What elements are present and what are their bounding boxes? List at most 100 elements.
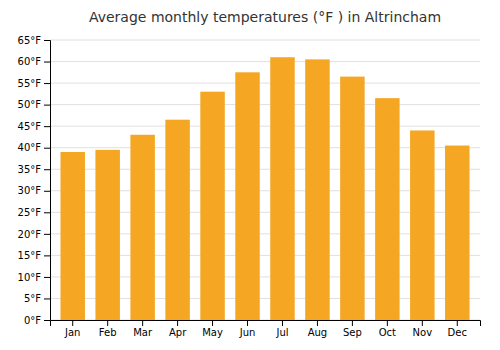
- bar: [305, 59, 329, 320]
- tick-mark: [44, 105, 50, 106]
- tick-mark: [247, 320, 248, 326]
- chart: 0°F 5°F 10°F 15°F 20°F 25°F 30°F 35°F 40°F 45°F 50…: [0, 0, 500, 350]
- tick-label: 5°F: [24, 293, 41, 304]
- tick: Jul: [275, 320, 288, 338]
- tick: 0°F: [24, 315, 50, 326]
- tick-mark: [44, 62, 50, 63]
- tick-label: Jul: [275, 327, 288, 338]
- tick-mark: [44, 234, 50, 235]
- tick-mark: [212, 320, 213, 326]
- tick-mark: [44, 126, 50, 127]
- x-axis: Jan Feb Mar Apr May Jun Jul Aug Sep Oct Nov Dec: [51, 320, 481, 338]
- axis-line: [51, 321, 481, 327]
- y-axis: 0°F 5°F 10°F 15°F 20°F 25°F 30°F 35°F 40°F 45°F 50…: [18, 35, 51, 326]
- tick-label: Feb: [99, 327, 117, 338]
- bar: [235, 72, 259, 320]
- tick-mark: [44, 83, 50, 84]
- tick: Apr: [169, 320, 187, 338]
- axis-line: [44, 41, 51, 321]
- tick-mark: [44, 320, 50, 321]
- grid-line: [50, 61, 480, 62]
- tick-mark: [177, 320, 178, 326]
- tick-label: 0°F: [24, 315, 41, 326]
- tick: Mar: [133, 320, 153, 338]
- tick: Oct: [379, 320, 396, 338]
- tick: Feb: [99, 320, 117, 338]
- bar: [95, 150, 119, 320]
- tick-mark: [352, 320, 353, 326]
- tick-label: 10°F: [18, 272, 42, 283]
- tick-label: 20°F: [18, 229, 42, 240]
- tick: 60°F: [18, 56, 50, 67]
- tick: 15°F: [18, 250, 50, 261]
- bar: [200, 92, 224, 320]
- tick: 35°F: [18, 164, 50, 175]
- bar: [410, 130, 434, 320]
- tick: May: [202, 320, 223, 338]
- tick-label: 40°F: [18, 142, 42, 153]
- tick: 30°F: [18, 185, 50, 196]
- tick: Jan: [64, 320, 80, 338]
- tick-label: 55°F: [18, 78, 42, 89]
- tick-label: 25°F: [18, 207, 42, 218]
- bar: [130, 135, 154, 320]
- tick: Nov: [413, 320, 433, 338]
- tick-mark: [282, 320, 283, 326]
- tick-mark: [457, 320, 458, 326]
- tick: Dec: [448, 320, 467, 338]
- tick-mark: [44, 191, 50, 192]
- tick: 40°F: [18, 142, 50, 153]
- tick-mark: [72, 320, 73, 326]
- tick: 10°F: [18, 272, 50, 283]
- tick-label: Aug: [308, 327, 328, 338]
- tick-mark: [44, 212, 50, 213]
- bars: [60, 57, 469, 320]
- tick-mark: [44, 169, 50, 170]
- tick-mark: [317, 320, 318, 326]
- grid-line: [50, 40, 480, 41]
- tick-label: May: [202, 327, 223, 338]
- tick-label: Mar: [133, 327, 153, 338]
- tick-mark: [387, 320, 388, 326]
- bar: [340, 77, 364, 320]
- tick: Sep: [343, 320, 362, 338]
- tick-label: Sep: [343, 327, 362, 338]
- tick-label: 30°F: [18, 185, 42, 196]
- tick-mark: [44, 277, 50, 278]
- tick-mark: [107, 320, 108, 326]
- tick-label: 65°F: [18, 35, 42, 46]
- tick-mark: [44, 40, 50, 41]
- tick-mark: [44, 148, 50, 149]
- tick-mark: [142, 320, 143, 326]
- bar: [375, 98, 399, 320]
- tick-label: 45°F: [18, 121, 42, 132]
- title: Average monthly temperatures (°F ) in Al…: [89, 9, 441, 25]
- tick-label: Nov: [413, 327, 433, 338]
- tick-label: 15°F: [18, 250, 42, 261]
- tick-label: Oct: [379, 327, 396, 338]
- tick-label: Jan: [64, 327, 80, 338]
- tick: Jun: [239, 320, 256, 338]
- tick-mark: [422, 320, 423, 326]
- grid-line: [50, 83, 480, 84]
- tick: 55°F: [18, 78, 50, 89]
- bar: [165, 120, 189, 320]
- tick: 65°F: [18, 35, 50, 46]
- bar: [270, 57, 294, 320]
- tick: 25°F: [18, 207, 50, 218]
- tick-label: Dec: [448, 327, 467, 338]
- grid: [50, 40, 480, 320]
- tick: 50°F: [18, 99, 50, 110]
- tick-label: 50°F: [18, 99, 42, 110]
- tick-label: 60°F: [18, 56, 42, 67]
- tick: 45°F: [18, 121, 50, 132]
- bar: [445, 146, 469, 320]
- bar: [60, 152, 84, 320]
- grid-line: [50, 126, 480, 127]
- tick-label: 35°F: [18, 164, 42, 175]
- tick-mark: [44, 255, 50, 256]
- tick-label: Jun: [239, 327, 256, 338]
- tick: 20°F: [18, 229, 50, 240]
- grid-line: [50, 104, 480, 105]
- tick-label: Apr: [169, 327, 187, 338]
